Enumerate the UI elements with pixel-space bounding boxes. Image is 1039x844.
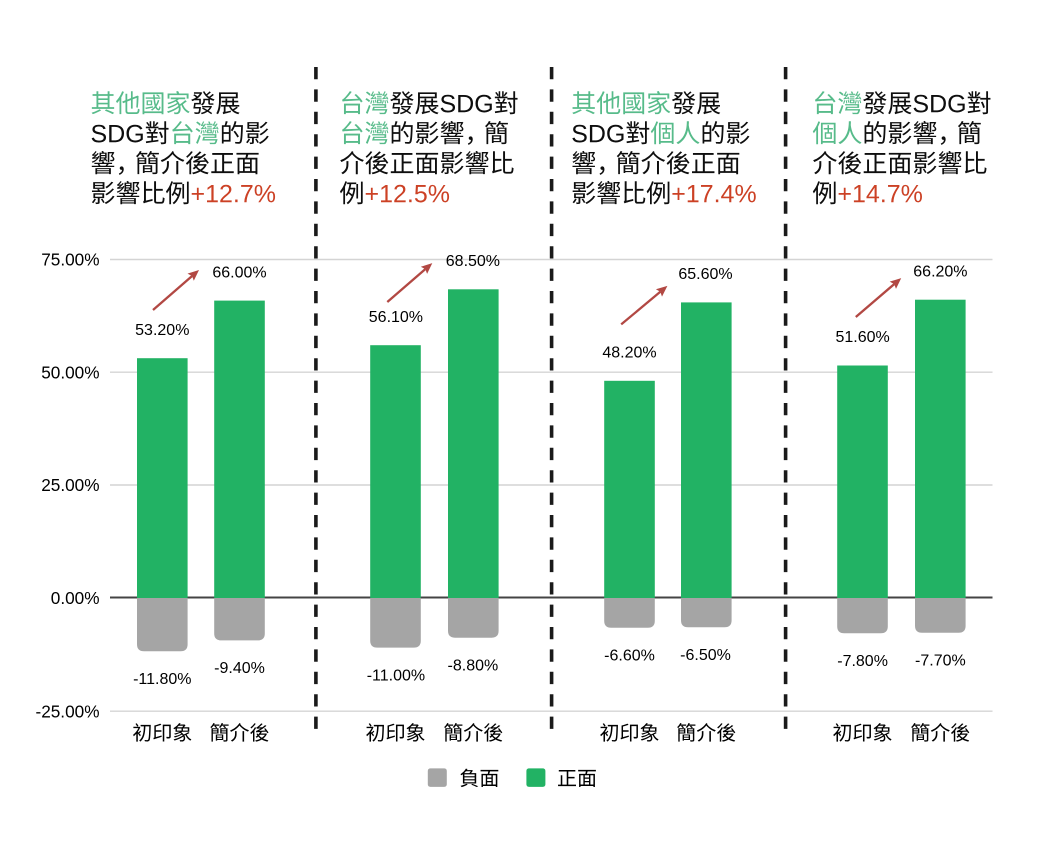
svg-text:25.00%: 25.00%	[41, 475, 99, 495]
svg-text:48.20%: 48.20%	[602, 345, 656, 362]
svg-text:0.00%: 0.00%	[51, 588, 100, 608]
svg-text:51.60%: 51.60%	[835, 329, 889, 346]
svg-text:68.50%: 68.50%	[446, 253, 500, 270]
svg-text:65.60%: 65.60%	[678, 266, 732, 283]
svg-text:-6.60%: -6.60%	[604, 647, 655, 664]
svg-text:-9.40%: -9.40%	[214, 660, 265, 677]
svg-text:-25.00%: -25.00%	[35, 701, 99, 721]
svg-text:-7.70%: -7.70%	[915, 652, 966, 669]
svg-text:53.20%: 53.20%	[135, 322, 189, 339]
svg-text:66.00%: 66.00%	[212, 264, 266, 281]
svg-text:-7.80%: -7.80%	[837, 653, 888, 670]
svg-text:-6.50%: -6.50%	[680, 647, 731, 664]
svg-text:56.10%: 56.10%	[369, 309, 423, 326]
svg-text:-11.00%: -11.00%	[367, 667, 425, 684]
svg-text:-11.80%: -11.80%	[133, 671, 191, 688]
svg-text:-8.80%: -8.80%	[448, 657, 499, 674]
svg-text:50.00%: 50.00%	[41, 362, 99, 382]
svg-text:66.20%: 66.20%	[913, 263, 967, 280]
svg-text:75.00%: 75.00%	[41, 250, 99, 270]
